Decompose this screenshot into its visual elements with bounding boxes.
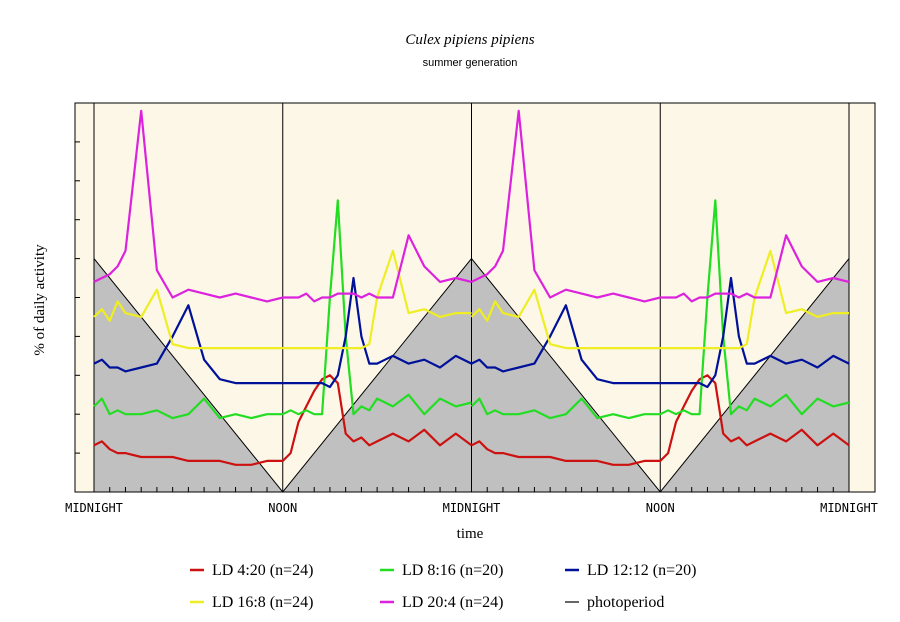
y-axis-ticks <box>75 141 80 454</box>
x-tick-label-3: NOON <box>646 501 675 515</box>
series-line-2-cycle-1 <box>471 276 850 389</box>
series-lines <box>93 109 850 466</box>
x-axis-label: time <box>457 526 484 542</box>
x-tick-label-4: MIDNIGHT <box>820 501 878 515</box>
legend-label-0: LD 4:20 (n=24) <box>212 562 313 579</box>
series-line-1-cycle-0 <box>93 199 472 420</box>
series-line-4-cycle-0 <box>93 109 472 303</box>
legend: LD 4:20 (n=24) LD 8:16 (n=20) LD 12:12 (n=… <box>190 562 696 611</box>
series-line-2-cycle-0 <box>93 276 472 389</box>
x-tick-label-2: MIDNIGHT <box>443 501 501 515</box>
series-line-0-cycle-0 <box>93 374 473 466</box>
series-line-3-cycle-1 <box>470 249 849 350</box>
x-tick-label-0: MIDNIGHT <box>65 501 123 515</box>
series-line-1-cycle-1 <box>470 199 850 420</box>
series-line-3-cycle-0 <box>93 249 472 350</box>
series-line-0-cycle-1 <box>471 374 850 466</box>
x-axis-tick-labels: MIDNIGHT NOON MIDNIGHT NOON MIDNIGHT <box>65 501 878 515</box>
chart-subtitle: summer generation <box>423 57 518 69</box>
x-axis-minor-ticks <box>109 487 834 492</box>
legend-label-3: LD 16:8 (n=24) <box>212 594 313 611</box>
legend-label-4: LD 20:4 (n=24) <box>402 594 503 611</box>
legend-label-2: LD 12:12 (n=20) <box>587 562 696 579</box>
chart-title: Culex pipiens pipiens <box>405 32 534 48</box>
legend-label-5: photoperiod <box>587 594 664 611</box>
midnight-noon-dividers <box>93 103 850 492</box>
series-line-4-cycle-1 <box>471 109 850 303</box>
legend-label-1: LD 8:16 (n=20) <box>402 562 503 579</box>
y-axis-label: % of daily activity <box>32 244 48 356</box>
plot-area <box>74 102 876 493</box>
x-tick-label-1: NOON <box>268 501 297 515</box>
photoperiod-line <box>93 257 850 493</box>
